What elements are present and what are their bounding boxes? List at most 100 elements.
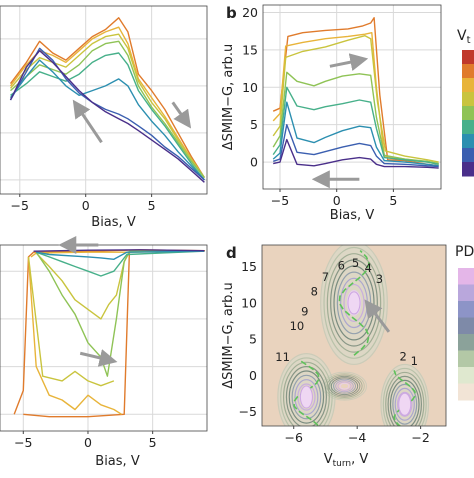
colorbar-swatch [462,120,474,135]
y-tick-label: 5 [250,117,258,132]
point-label: 4 [365,261,372,275]
series-line-1 [9,17,205,178]
series-line-5 [35,250,205,277]
y-tick-label: 0 [250,155,258,170]
series-line-5 [10,52,205,181]
colorbar-label: Vt [457,28,471,46]
y-tick-label: 15 [242,42,258,57]
series-line-4 [272,71,439,165]
density-contour-bridge [326,374,363,398]
plot-frame [262,4,442,190]
plot-area [0,6,207,194]
density-contour-bridge [339,382,350,390]
density-contour [343,283,365,322]
series-group [13,249,206,418]
colorbar-swatch [462,92,474,107]
colorbar-vturn: Vt [457,28,474,177]
colorbar-swatch [458,367,474,384]
y-axis-label: ΔSMIM−G, arb.u [221,282,236,389]
density-contour [389,379,420,426]
y-tick-label: 20 [242,5,258,20]
series-line-6 [36,250,205,260]
colorbar-swatch [462,162,474,177]
density-contour [394,387,415,421]
x-tick-label: 0 [82,198,90,213]
colorbar-swatch [462,64,474,79]
x-tick-label: 5 [389,193,397,208]
x-tick-label: −5 [11,198,29,213]
density-contour [392,383,418,425]
series-line-3 [9,33,205,179]
panel-label: b [226,4,237,22]
y-axis-label: ΔSMIM−G, arb.u [221,44,236,151]
point-label: 9 [301,305,308,319]
colorbar-swatch [458,301,474,318]
plot-frame [0,5,208,195]
x-tick-label: 0 [84,435,92,450]
x-axis-label: Bias, V [91,215,136,230]
density-contour [323,246,385,359]
x-axis-label: Vturn, V [324,452,369,469]
density-peak [299,385,313,409]
series-line-6 [272,101,439,167]
point-label: 10 [290,319,305,333]
series-line-1 [272,17,439,167]
y-tick-label: 10 [241,295,257,310]
x-tick-label: −2 [411,430,429,445]
density-contour [280,357,333,426]
x-axis-label: Bias, V [330,208,375,223]
point-label: 2 [400,349,407,363]
plot-frame [261,244,447,427]
density-contour [285,366,327,426]
x-tick-label: −5 [14,435,32,450]
density-contour [382,367,427,426]
colorbar-swatch [462,50,474,65]
colorbar-swatch [458,350,474,368]
series-line-6 [9,59,205,181]
point-label: 3 [376,272,383,286]
trajectory-trace [293,359,321,426]
colorbar-swatch [458,284,474,302]
density-contour [397,391,413,417]
x-tick-label: 5 [149,435,157,450]
density-group [277,245,430,426]
series-line-7 [272,124,439,168]
x-tick-label: −6 [285,430,303,445]
y-tick-label: 5 [249,332,257,347]
colorbar-swatch [458,383,474,401]
direction-arrow-right [79,349,118,367]
plot-frame [0,244,208,432]
panel-1: −5050246Bias, V [0,5,208,230]
density-contour-bridge [332,378,356,394]
density-contour [282,361,330,426]
x-tick-label: 0 [333,193,341,208]
panel-label: d [226,244,237,262]
point-label: 7 [322,270,329,284]
x-axis-label: Bias, V [95,454,140,469]
point-label: 11 [275,350,290,364]
y-tick-label: 0 [249,368,257,383]
series-line-3 [272,35,439,163]
density-contour [385,371,425,426]
direction-arrow-up [72,99,103,144]
series-line-2 [9,26,205,179]
point-label: 6 [338,258,345,272]
series-line-5 [272,86,439,165]
x-tick-label: 5 [148,198,156,213]
x-tick-label: −5 [271,193,289,208]
trajectory-arrow [364,299,391,333]
point-label: 5 [352,256,359,270]
density-contour [346,290,362,316]
point-label: 1 [411,354,418,368]
density-peak [347,291,361,315]
colorbar-swatch [458,334,474,351]
colorbar-swatch [462,148,474,163]
colorbar-swatch [462,106,474,121]
density-contour-bridge [337,381,352,391]
x-tick-label: −4 [348,430,366,445]
series-line-8 [27,256,115,387]
